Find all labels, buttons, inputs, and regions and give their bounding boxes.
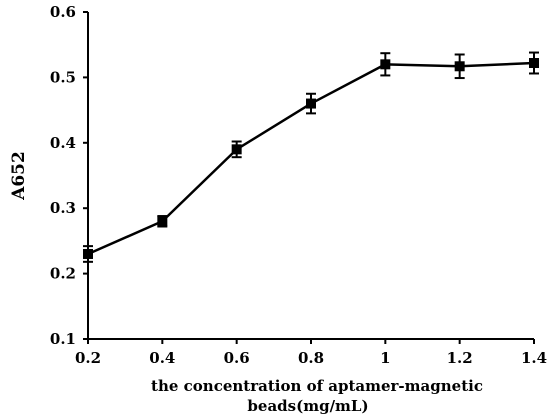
y-tick-label: 0.6: [50, 3, 76, 21]
y-axis-title: A652: [9, 151, 29, 201]
y-ticks: 0.1 0.2 0.3 0.4 0.5 0.6: [50, 3, 88, 348]
x-axis-title-line-2: beads(mg/mL): [247, 397, 368, 415]
x-tick-label: 1.2: [447, 349, 473, 367]
y-tick-label: 0.3: [50, 199, 76, 217]
y-tick-label: 0.4: [50, 134, 76, 152]
data-point: [231, 144, 242, 155]
x-tick-label: 0.6: [224, 349, 250, 367]
data-point: [157, 216, 168, 227]
data-point: [529, 58, 539, 69]
y-tick-label: 0.1: [50, 330, 76, 348]
series-line: [87, 61, 535, 256]
y-tick-label: 0.5: [50, 68, 76, 86]
x-tick-label: 0.2: [75, 349, 101, 367]
x-tick-label: 0.8: [298, 349, 324, 367]
data-point: [380, 59, 391, 70]
x-tick-label: 1: [380, 349, 390, 367]
data-point: [83, 248, 93, 259]
axes: [87, 12, 534, 340]
x-axis-title-line-1: the concentration of aptamer-magnetic: [151, 377, 483, 395]
x-tick-label: 0.4: [149, 349, 175, 367]
series: [83, 51, 539, 263]
x-tick-label: 1.4: [521, 349, 547, 367]
data-point: [306, 98, 316, 109]
x-ticks: 0.2 0.4 0.6 0.8 1 1.2 1.4: [75, 339, 547, 367]
data-point: [454, 61, 465, 72]
y-tick-label: 0.2: [50, 265, 76, 283]
